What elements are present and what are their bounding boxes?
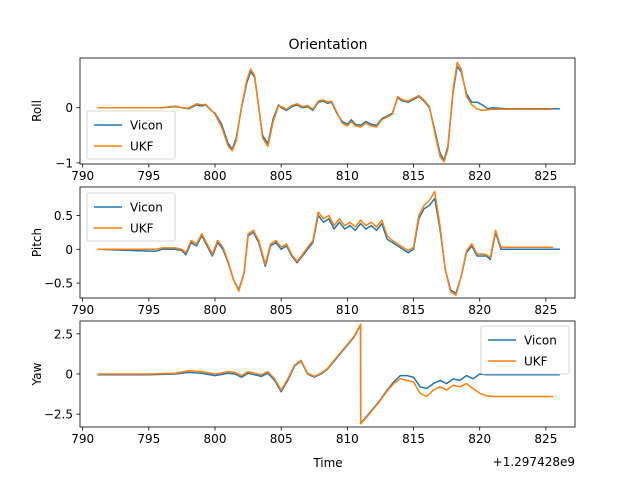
series-line-ukf [97,190,554,297]
x-tick-label: 810 [336,169,359,183]
y-tick-label: 0 [65,243,73,257]
x-tick-label: 805 [270,432,293,446]
legend: Vicon UKF [480,325,570,375]
x-tick-label: 815 [402,432,425,446]
legend-box [86,110,176,160]
y-axis-label: Pitch [30,228,44,257]
x-tick-label: 800 [204,169,227,183]
axes-frame [79,57,576,165]
y-axis-label: Roll [30,100,44,122]
subplot-yaw: 790 795 800 805 810 815 820 825 2.5 0 −2.5 Yaw Vicon… [30,320,576,446]
subplots: 790 795 800 805 810 815 820 8250−1RollViconUKF7… [30,57,576,446]
x-tick-label: 790 [71,169,94,183]
legend-label-ukf: UKF [130,140,154,154]
x-tick-label: 825 [534,432,557,446]
legend-box [86,192,176,242]
x-tick-label: 795 [137,303,160,317]
x-tick-label: 805 [270,169,293,183]
axes-frame [79,186,576,299]
x-tick-label: 825 [534,169,557,183]
legend-label-ukf: UKF [524,355,548,369]
chart-title: Orientation [288,37,367,53]
series-line-ukf [97,61,554,163]
y-tick-label: 0.5 [54,209,73,223]
subplot-pitch: 790 795 800 805 810 815 820 825 0.5 0 −0.5 Pitch Vic… [30,186,576,317]
x-tick-label: 790 [71,303,94,317]
y-axis-label: Yaw [30,362,44,386]
x-tick-label: 815 [402,169,425,183]
legend-label-vicon: Vicon [524,334,557,348]
legend-label-ukf: UKF [130,222,154,236]
x-tick-label: 795 [137,432,160,446]
x-tick-label: 810 [336,432,359,446]
x-tick-label: 805 [270,303,293,317]
x-tick-label: 820 [468,169,491,183]
legend-box [480,325,570,375]
legend: Vicon UKF [86,110,176,160]
y-tick-label: 0 [65,368,73,382]
x-tick-label: 815 [402,303,425,317]
legend: Vicon UKF [86,192,176,242]
x-tick-label: 790 [71,432,94,446]
y-tick-label: −2.5 [44,408,73,422]
x-tick-label: 795 [137,169,160,183]
x-tick-label: 820 [468,432,491,446]
y-tick-label: 2.5 [54,327,73,341]
y-tick-label: −0.5 [44,277,73,291]
y-tick-label: 0 [65,101,73,115]
x-offset-label: +1.297428e9 [493,455,575,469]
legend-label-vicon: Vicon [130,201,163,215]
series-line-ukf [97,323,554,425]
x-tick-label: 800 [204,432,227,446]
x-tick-label: 820 [468,303,491,317]
x-tick-label: 810 [336,303,359,317]
x-tick-label: 825 [534,303,557,317]
y-tick-label: −1 [55,156,73,170]
legend-label-vicon: Vicon [130,119,163,133]
x-tick-label: 800 [204,303,227,317]
subplot-roll: 790 795 800 805 810 815 820 825 0 −1 Roll Vicon UKF [30,57,576,183]
x-axis-label: Time [312,456,342,470]
